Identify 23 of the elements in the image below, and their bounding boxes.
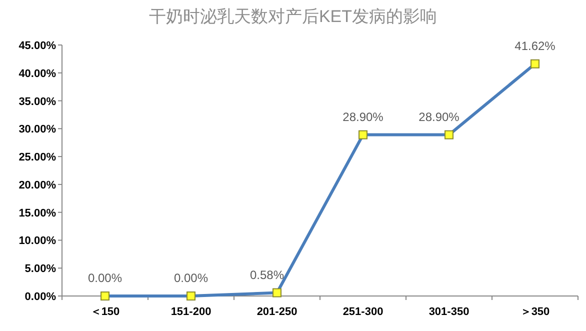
y-tick-label: 10.00% [18, 235, 56, 248]
x-tick-label: ＞350 [520, 306, 550, 318]
x-tick-label: 201-250 [256, 306, 298, 318]
data-label: 28.90% [418, 110, 460, 124]
x-tick-label: 151-200 [170, 306, 212, 318]
x-tick-label: 251-300 [342, 306, 384, 318]
data-label: 0.58% [250, 268, 284, 282]
x-tick-label: ＜150 [90, 306, 120, 318]
data-label: 28.90% [342, 110, 384, 124]
y-tick-label: 20.00% [18, 179, 56, 192]
y-tick-label: 5.00% [24, 263, 56, 276]
x-tick-label: 301-350 [428, 306, 470, 318]
chart-title: 干奶时泌乳天数对产后KET发病的影响 [148, 7, 438, 26]
y-tick-label: 40.00% [18, 68, 56, 80]
data-label: 41.62% [514, 38, 556, 53]
y-tick-label: 45.00% [18, 40, 56, 52]
y-tick-label: 15.00% [18, 207, 56, 220]
y-tick-label: 25.00% [18, 152, 56, 164]
data-label: 0.00% [174, 271, 208, 285]
y-tick-label: 30.00% [18, 124, 56, 136]
y-tick-label: 35.00% [18, 96, 56, 108]
y-tick-label: 0.00% [24, 291, 56, 303]
data-label: 0.00% [88, 271, 122, 285]
